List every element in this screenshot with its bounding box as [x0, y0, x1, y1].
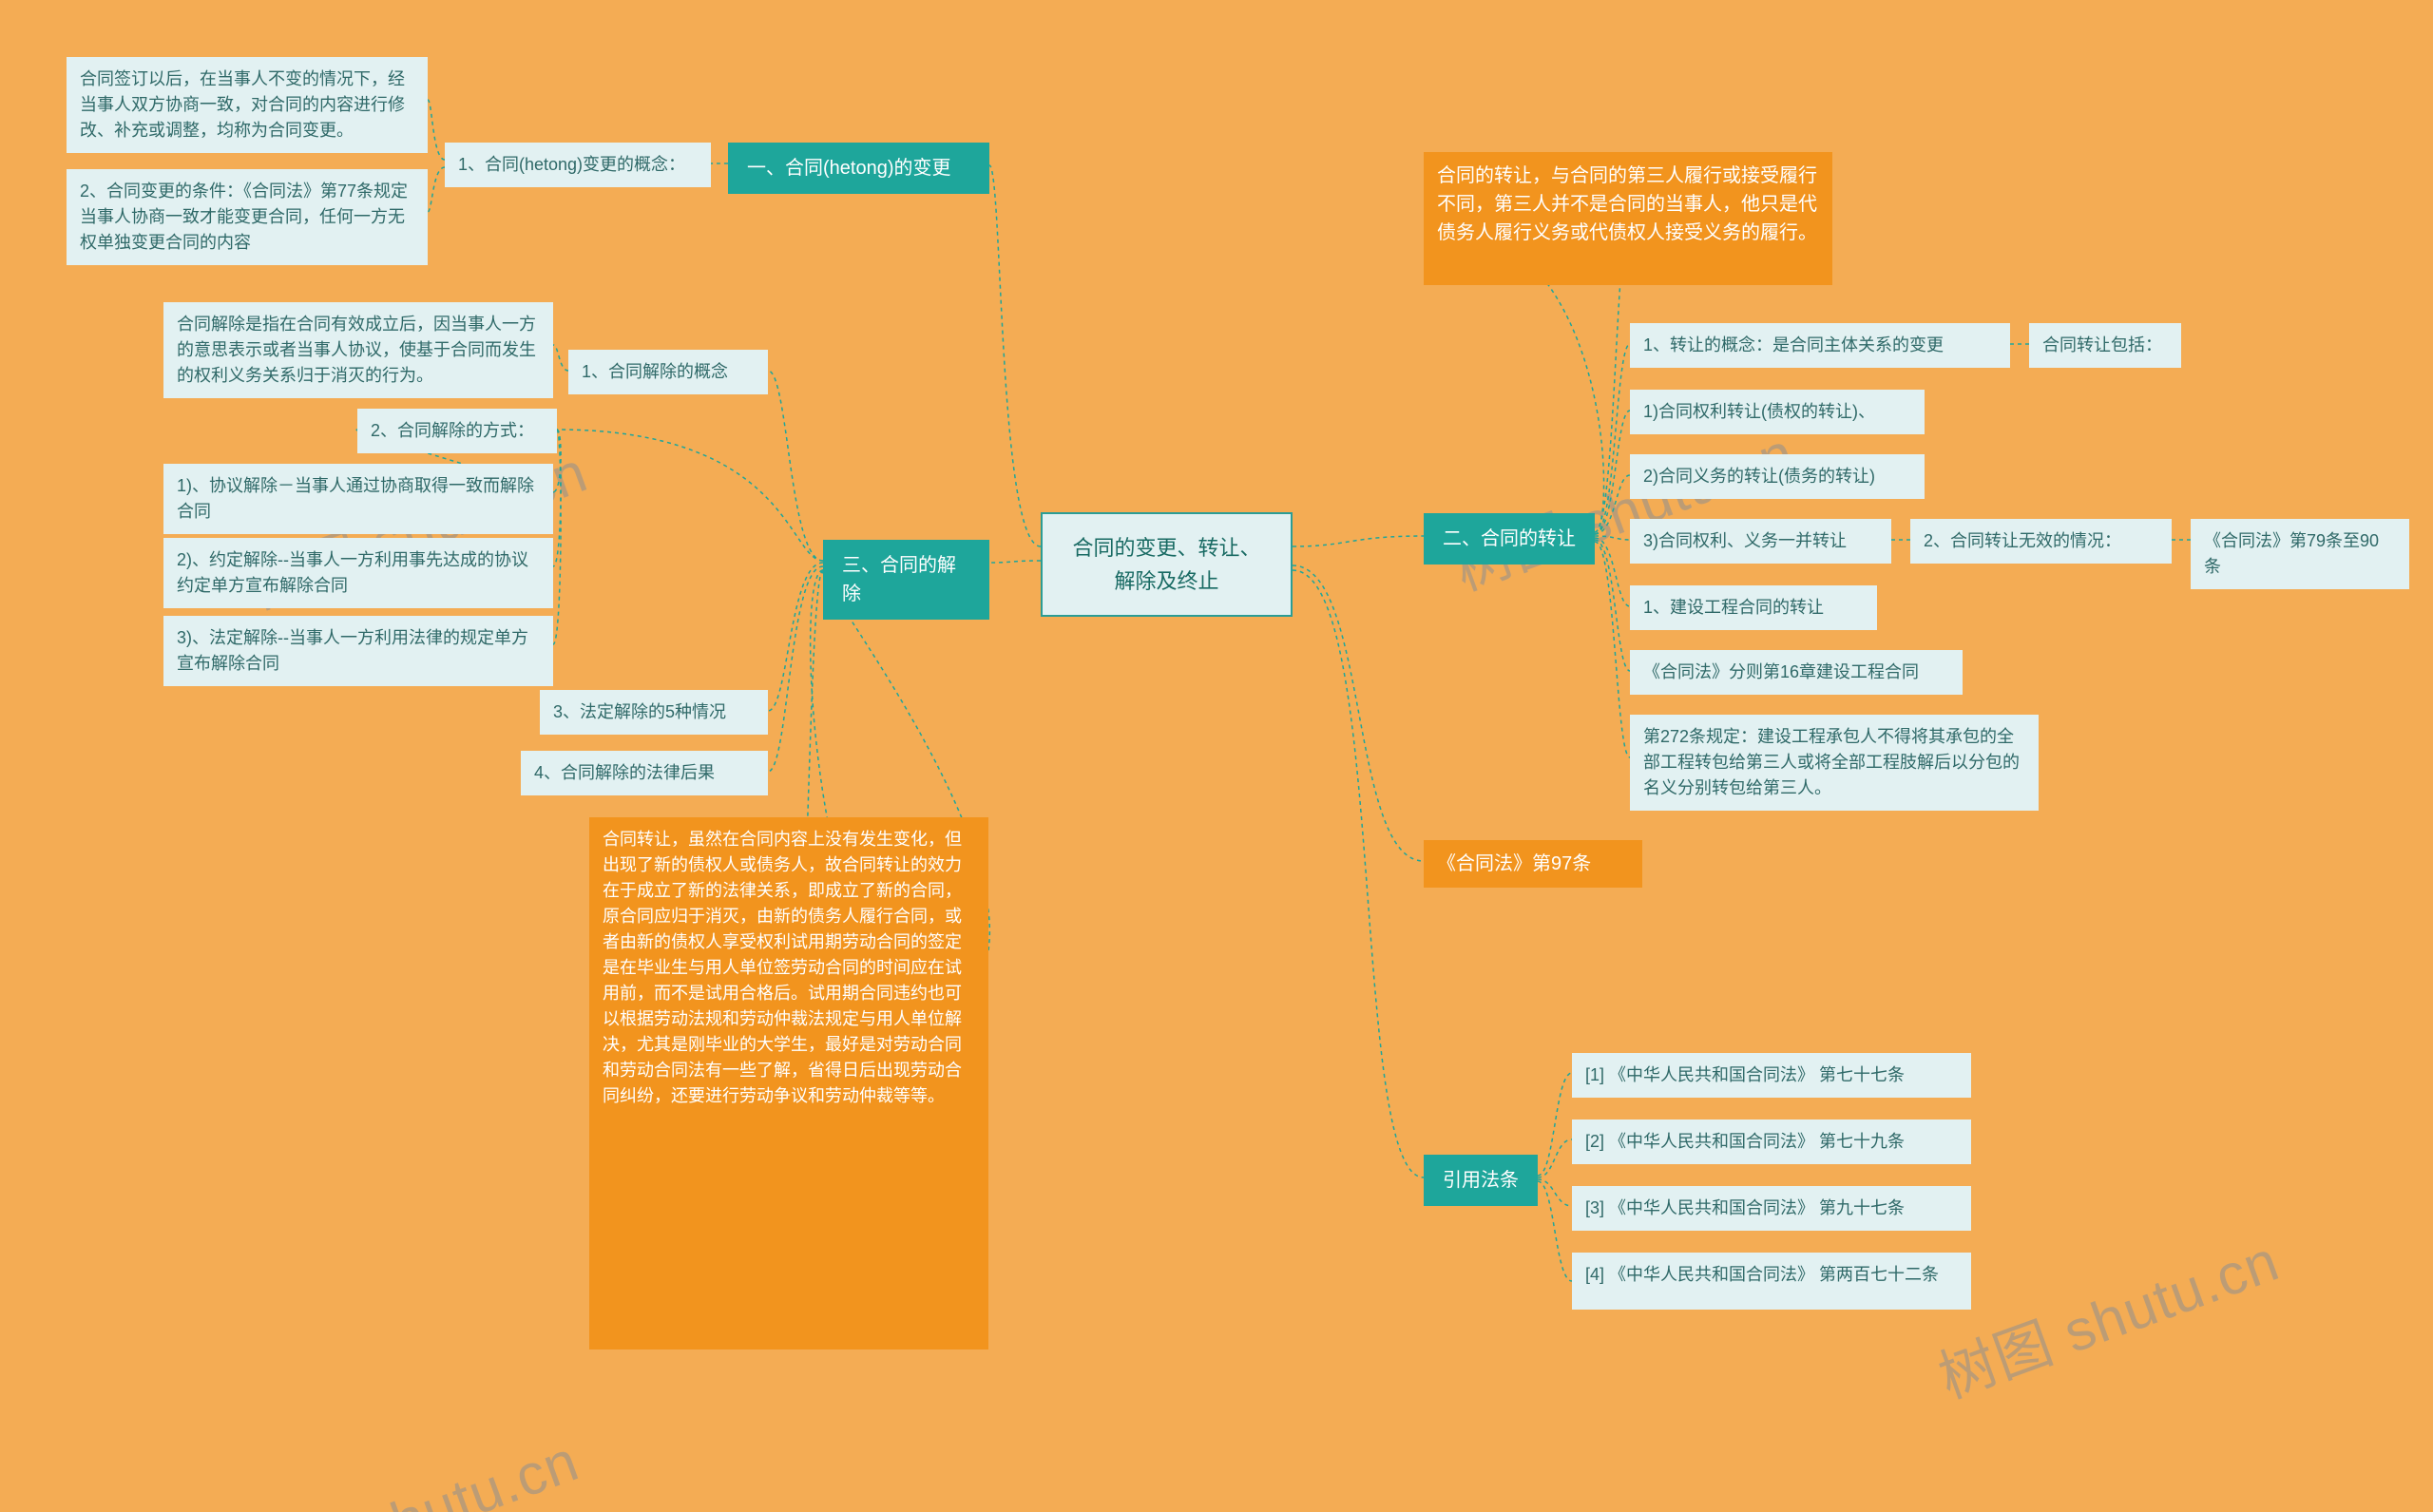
- two-n5: 1、建设工程合同的转让: [1630, 585, 1877, 630]
- cite-c3: [3] 《中华人民共和国合同法》 第九十七条: [1572, 1186, 1971, 1231]
- two-n1: 1、转让的概念：是合同主体关系的变更: [1630, 323, 2010, 368]
- cite-c2: [2] 《中华人民共和国合同法》 第七十九条: [1572, 1120, 1971, 1164]
- two-n2: 1)合同权利转让(债权的转让)、: [1630, 390, 1925, 434]
- two-n4a: 2、合同转让无效的情况：: [1910, 519, 2172, 564]
- two-n4: 3)合同权利、义务一并转让: [1630, 519, 1891, 564]
- root-node: 合同的变更、转让、解除及终止: [1041, 512, 1293, 617]
- one-n1a: 合同签订以后，在当事人不变的情况下，经当事人双方协商一致，对合同的内容进行修改、…: [67, 57, 428, 153]
- watermark: 树图 shutu.cn: [1925, 1215, 2289, 1415]
- cite-c4: [4] 《中华人民共和国合同法》 第两百七十二条: [1572, 1253, 1971, 1310]
- two-n3: 2)合同义务的转让(债务的转让): [1630, 454, 1925, 499]
- watermark: 图 shutu.cn: [280, 1415, 588, 1512]
- three-n1: 1、合同解除的概念: [568, 350, 768, 394]
- three-n3: 3、法定解除的5种情况: [540, 690, 768, 735]
- two-n7: 第272条规定：建设工程承包人不得将其承包的全部工程转包给第三人或将全部工程肢解…: [1630, 715, 2039, 811]
- three-n2a: 1)、协议解除－当事人通过协商取得一致而解除合同: [163, 464, 553, 534]
- three-big: 合同转让，虽然在合同内容上没有发生变化，但出现了新的债权人或债务人，故合同转让的…: [589, 817, 988, 1349]
- three-n2c: 3)、法定解除--当事人一方利用法律的规定单方宣布解除合同: [163, 616, 553, 686]
- three-n4: 4、合同解除的法律后果: [521, 751, 768, 795]
- branch-three: 三、合同的解除: [823, 540, 989, 620]
- three-n2b: 2)、约定解除--当事人一方利用事先达成的协议约定单方宣布解除合同: [163, 538, 553, 608]
- three-n1a: 合同解除是指在合同有效成立后，因当事人一方的意思表示或者当事人协议，使基于合同而…: [163, 302, 553, 398]
- two-n6: 《合同法》分则第16章建设工程合同: [1630, 650, 1963, 695]
- one-n1: 1、合同(hetong)变更的概念：: [445, 143, 711, 187]
- branch-two: 二、合同的转让: [1424, 513, 1595, 565]
- branch-cite: 引用法条: [1424, 1155, 1538, 1206]
- branch-one: 一、合同(hetong)的变更: [728, 143, 989, 194]
- two-law97: 《合同法》第97条: [1424, 840, 1642, 888]
- watermark: 树图 shutu.cn: [1441, 408, 1804, 607]
- three-n2: 2、合同解除的方式：: [357, 409, 557, 453]
- cite-c1: [1] 《中华人民共和国合同法》 第七十七条: [1572, 1053, 1971, 1098]
- one-n1b: 2、合同变更的条件：《合同法》第77条规定当事人协商一致才能变更合同，任何一方无…: [67, 169, 428, 265]
- two-intro: 合同的转让，与合同的第三人履行或接受履行不同，第三人并不是合同的当事人，他只是代…: [1424, 152, 1832, 285]
- two-n1a: 合同转让包括：: [2029, 323, 2181, 368]
- two-n4b: 《合同法》第79条至90条: [2191, 519, 2409, 589]
